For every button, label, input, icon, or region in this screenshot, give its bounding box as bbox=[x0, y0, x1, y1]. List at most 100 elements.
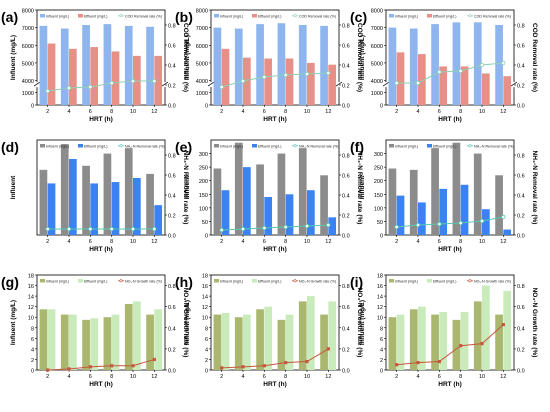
y2-axis-label: NO₃-N Growth rate (%) bbox=[182, 288, 189, 358]
line-point bbox=[479, 62, 485, 68]
y2-tick-label: 0.4 bbox=[517, 194, 525, 200]
y-tick-label: 10 bbox=[377, 316, 383, 322]
plot-frame bbox=[210, 139, 340, 236]
line-point bbox=[458, 220, 463, 226]
panel-label: (i) bbox=[350, 274, 363, 290]
y2-axis-label: NH₄-N Removal rate (%) bbox=[182, 151, 189, 225]
y-tick-label: 8000 bbox=[371, 9, 383, 15]
bar bbox=[111, 182, 120, 235]
bar bbox=[47, 309, 56, 370]
y2-axis-label: COD Removal rate (%) bbox=[531, 23, 538, 92]
y-tick-label: 8 bbox=[31, 326, 34, 332]
legend-label: Effluent (mg/L) bbox=[84, 280, 108, 284]
x-tick-label: 12 bbox=[325, 374, 331, 380]
y-tick-label: 1000 bbox=[371, 91, 383, 97]
y-tick-label: 7000 bbox=[22, 26, 34, 32]
line-point bbox=[262, 74, 267, 80]
bar bbox=[439, 66, 448, 105]
series-line bbox=[221, 72, 329, 88]
legend-label: Effluent (mg/L) bbox=[84, 15, 108, 19]
bar bbox=[256, 164, 264, 235]
axis-break-mark bbox=[161, 81, 169, 87]
bar bbox=[396, 195, 405, 235]
plot-frame bbox=[210, 274, 340, 371]
bar bbox=[473, 301, 482, 370]
legend-label: Influent (mg/L) bbox=[220, 145, 243, 149]
bar bbox=[307, 62, 315, 105]
plot-frame bbox=[36, 139, 166, 236]
y2-tick-label: 0.2 bbox=[517, 347, 525, 353]
x-tick-label: 4 bbox=[416, 239, 419, 245]
bar bbox=[146, 26, 154, 106]
panel-label: (h) bbox=[175, 274, 193, 290]
legend-swatch bbox=[427, 279, 432, 283]
bar bbox=[39, 309, 48, 370]
bar bbox=[221, 190, 230, 235]
bar bbox=[452, 22, 461, 106]
y2-tick-label: 0.2 bbox=[168, 214, 176, 220]
y2-tick-label: 0.6 bbox=[517, 44, 525, 50]
y-tick-label: 10 bbox=[28, 316, 34, 322]
y-tick-label: 12 bbox=[377, 305, 383, 311]
line-point bbox=[437, 69, 442, 75]
legend-label: COD Removal rate (%) bbox=[125, 15, 162, 19]
y-tick-label: 18 bbox=[28, 274, 34, 280]
y2-tick-label: 0.4 bbox=[342, 326, 350, 332]
bar bbox=[439, 188, 448, 235]
legend-marker bbox=[119, 144, 123, 148]
bar bbox=[409, 169, 418, 235]
y-tick-label: 4 bbox=[380, 347, 383, 353]
y2-tick-label: 0.8 bbox=[517, 284, 525, 290]
line-point bbox=[219, 84, 224, 90]
series-line bbox=[47, 358, 155, 371]
series-line bbox=[396, 324, 504, 366]
y-tick-label: 4000 bbox=[196, 79, 208, 85]
bar bbox=[418, 306, 426, 370]
line-point bbox=[395, 363, 399, 367]
y-tick-label: 7000 bbox=[196, 26, 208, 32]
bar bbox=[82, 165, 90, 235]
bar bbox=[482, 209, 490, 235]
bar bbox=[328, 64, 337, 105]
y2-axis-label: COD Removal rate (%) bbox=[356, 23, 363, 92]
bar bbox=[124, 25, 133, 105]
bar bbox=[234, 142, 243, 235]
legend-swatch bbox=[389, 279, 394, 283]
x-tick-label: 12 bbox=[325, 109, 331, 115]
line-point bbox=[152, 78, 157, 84]
x-tick-label: 4 bbox=[241, 109, 244, 115]
y2-tick-label: 0.0 bbox=[517, 104, 525, 110]
legend-swatch bbox=[78, 14, 83, 18]
y2-tick-label: 0.8 bbox=[168, 154, 176, 160]
x-tick-label: 12 bbox=[151, 109, 157, 115]
line-point bbox=[109, 80, 114, 86]
y2-tick-label: 0.6 bbox=[342, 174, 350, 180]
series-line bbox=[396, 62, 504, 84]
bar bbox=[503, 76, 512, 105]
y-tick-label: 50 bbox=[202, 220, 208, 226]
panel-label: (b) bbox=[175, 9, 193, 25]
bar bbox=[320, 25, 328, 105]
line-point bbox=[240, 78, 246, 84]
line-point bbox=[262, 364, 266, 368]
line-point bbox=[130, 78, 136, 84]
x-tick-label: 10 bbox=[479, 109, 485, 115]
y2-tick-label: 0.4 bbox=[517, 64, 525, 70]
bar bbox=[39, 25, 48, 105]
y-tick-label: 16 bbox=[377, 284, 383, 290]
y2-tick-label: 0.0 bbox=[168, 104, 176, 110]
y2-tick-label: 0.2 bbox=[517, 84, 525, 90]
bar bbox=[234, 317, 243, 370]
bar bbox=[154, 205, 163, 235]
line-point bbox=[45, 226, 50, 232]
legend-label: Effluent (mg/L) bbox=[433, 280, 457, 284]
y-axis-label: Influent (mg/L) bbox=[359, 35, 366, 80]
panel-label: (d) bbox=[1, 139, 19, 155]
y2-tick-label: 0.6 bbox=[168, 174, 176, 180]
y2-tick-label: 0.8 bbox=[168, 284, 176, 290]
y2-tick-label: 0.0 bbox=[517, 234, 525, 240]
bar bbox=[439, 311, 448, 370]
y-tick-label: 150 bbox=[374, 193, 383, 199]
x-axis-label: HRT (h) bbox=[438, 246, 461, 253]
line-point bbox=[88, 226, 93, 232]
